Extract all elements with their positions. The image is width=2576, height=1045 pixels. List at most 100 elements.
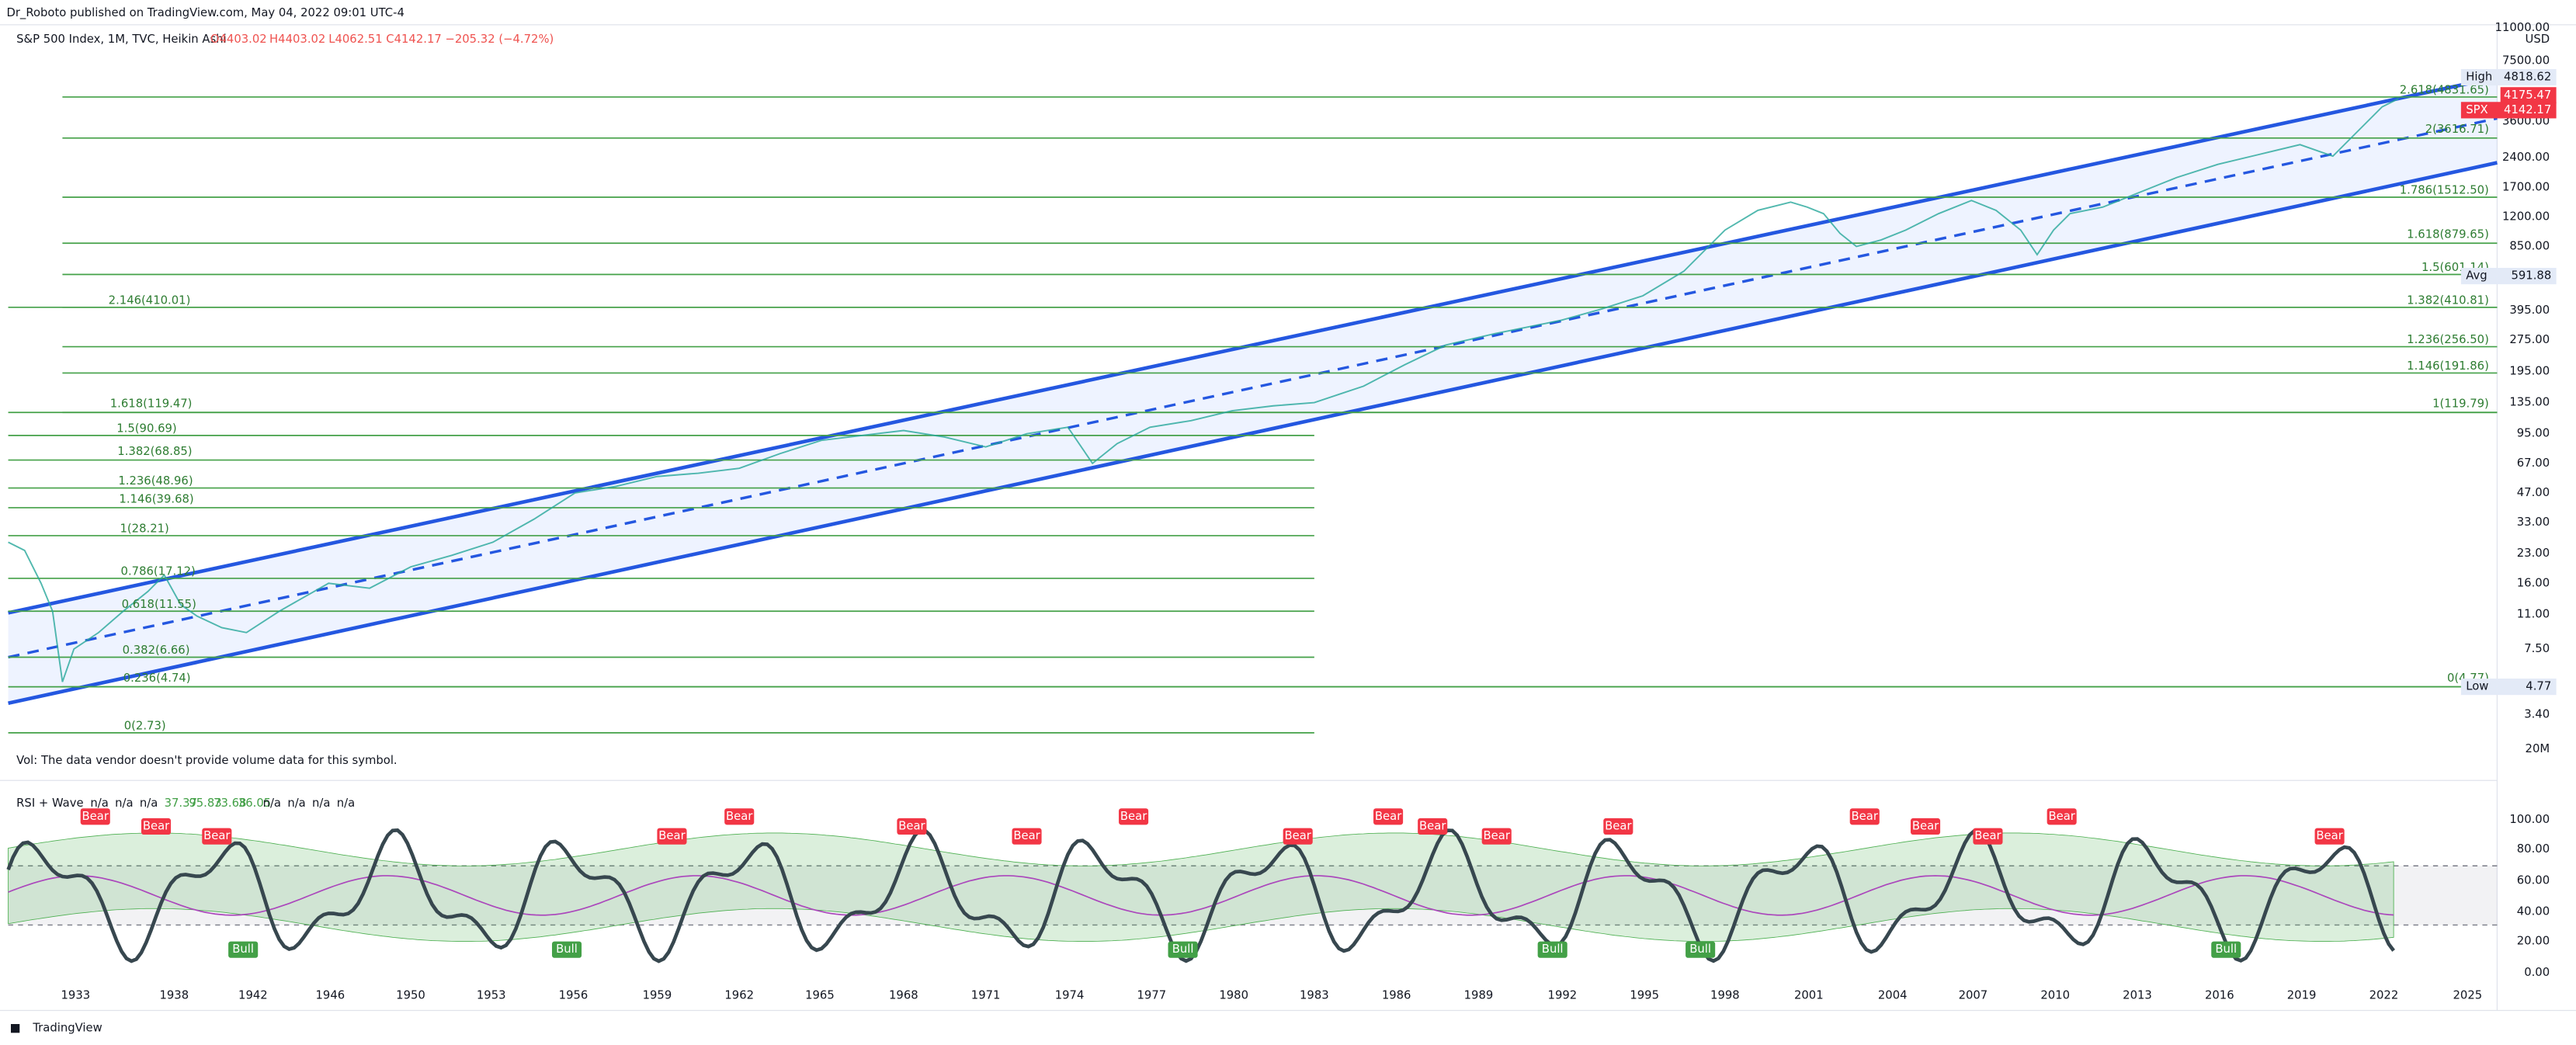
time-tick: 1971 (971, 988, 1001, 1002)
signal-marker (897, 818, 927, 835)
channel-upper (8, 75, 2498, 615)
signal-marker (1168, 941, 1198, 958)
signal-label: Bear (1974, 829, 2001, 842)
time-tick: 2019 (2287, 988, 2317, 1002)
fib-label: 2.146(410.01) (109, 293, 191, 307)
price-tick: 1700.00 (2502, 180, 2550, 193)
fib-label: 1.146(191.86) (2407, 359, 2489, 373)
time-tick: 2013 (2123, 988, 2152, 1002)
signal-label: Bear (1419, 819, 1446, 832)
signal-label: Bear (203, 829, 231, 842)
signal-marker (141, 818, 172, 835)
signal-label: Bear (2048, 810, 2075, 823)
fib-lines (8, 96, 2498, 734)
rsi-pane (6, 828, 2395, 963)
footer-logo: TradingView (32, 1022, 102, 1035)
price-tick: 135.00 (2509, 396, 2550, 409)
legend-high: H4403.02 (269, 33, 325, 46)
price-tick: 1200.00 (2502, 210, 2550, 223)
time-tick: 1946 (315, 988, 345, 1002)
indicator-value: n/a (115, 797, 133, 810)
time-tick: 1942 (238, 988, 268, 1002)
signal-marker (2211, 941, 2241, 958)
price-badge (2460, 102, 2557, 119)
time-tick: 1938 (159, 988, 189, 1002)
indicator-value: n/a (312, 797, 330, 810)
signal-label: Bear (1120, 810, 1147, 823)
fib-label: 2(3616.71) (2425, 123, 2489, 136)
legend-low: L4062.51 (328, 33, 382, 46)
indicator-value: n/a (140, 797, 158, 810)
footer-icon: ■ (10, 1022, 21, 1035)
legend-change: −205.32 (−4.72%) (445, 33, 554, 46)
indicator-value: 95.83 (189, 797, 221, 810)
price-tick: 195.00 (2509, 364, 2550, 377)
indicator-value: n/a (337, 797, 355, 810)
time-tick: 1989 (1464, 988, 1494, 1002)
signal-marker (1012, 828, 1042, 845)
signal-marker (1481, 828, 1512, 845)
rsi-tick: 60.00 (2517, 873, 2550, 887)
indicator-value: n/a (287, 797, 305, 810)
signal-label: Bear (143, 819, 170, 832)
time-tick: 1995 (1630, 988, 1659, 1002)
signal-marker (552, 941, 582, 958)
publisher: Dr_Roboto published on TradingView.com, … (6, 6, 404, 19)
volume-note: Vol: The data vendor doesn't provide vol… (16, 754, 397, 767)
fib-label: 1(28.21) (120, 522, 168, 535)
badge-name: Avg (2466, 269, 2487, 283)
signal-marker (1686, 941, 1716, 958)
fib-label: 0.236(4.74) (123, 672, 191, 685)
badge-value: 4175.47 (2504, 89, 2551, 102)
time-tick: 1933 (61, 988, 91, 1002)
badge-value: 4818.62 (2504, 71, 2551, 84)
rsi-tick: 40.00 (2517, 905, 2550, 918)
signal-label: Bull (1172, 943, 1194, 956)
fib-label: 0.786(17.12) (121, 564, 196, 578)
signal-marker (2047, 808, 2077, 825)
time-tick: 1959 (643, 988, 672, 1002)
price-tick: 7.50 (2524, 642, 2550, 655)
legend-open: O4403.02 (210, 33, 267, 46)
time-tick: 2007 (1959, 988, 1988, 1002)
price-tick: 2400.00 (2502, 151, 2550, 164)
indicator-value: 37.37 (165, 797, 197, 810)
channel-mid (8, 116, 2498, 659)
signal-marker (1373, 808, 1404, 825)
price-badge (2460, 68, 2557, 86)
price-tick: 11.00 (2517, 608, 2550, 621)
price-tick: 11000.00 (2495, 21, 2550, 34)
signal-marker (724, 808, 755, 825)
time-tick: 1950 (396, 988, 425, 1002)
time-tick: 1974 (1055, 988, 1085, 1002)
rsi-tick: 80.00 (2517, 842, 2550, 856)
price-tick: 20M (2526, 742, 2550, 755)
signal-label: Bear (1375, 810, 1402, 823)
price-tick: 16.00 (2517, 576, 2550, 589)
signal-label: Bull (2215, 943, 2237, 956)
signal-marker (202, 828, 232, 845)
signal-marker (1119, 808, 1149, 825)
signal-label: Bear (1284, 829, 1311, 842)
fib-label: 1.236(256.50) (2407, 333, 2489, 346)
signal-label: Bear (2316, 829, 2343, 842)
rsi-line (6, 828, 2395, 963)
time-tick: 2004 (1878, 988, 1908, 1002)
signal-label: Bull (232, 943, 254, 956)
fib-label: 1.786(1512.50) (2400, 184, 2489, 197)
time-tick: 1956 (559, 988, 588, 1002)
time-tick: 1986 (1382, 988, 1411, 1002)
signal-label: Bull (1689, 943, 1711, 956)
price-tick: 23.00 (2517, 547, 2550, 560)
signal-label: Bear (1484, 829, 1511, 842)
fib-label: 1.618(119.47) (110, 398, 193, 411)
signal-marker (80, 808, 110, 825)
signal-marker (1973, 828, 2003, 845)
indicator-value: 36.05 (238, 797, 271, 810)
price-tick: 33.00 (2517, 516, 2550, 529)
signal-marker (1537, 941, 1567, 958)
price-tick: 275.00 (2509, 333, 2550, 346)
channel-fill (8, 77, 2498, 703)
signal-marker (2314, 828, 2345, 845)
